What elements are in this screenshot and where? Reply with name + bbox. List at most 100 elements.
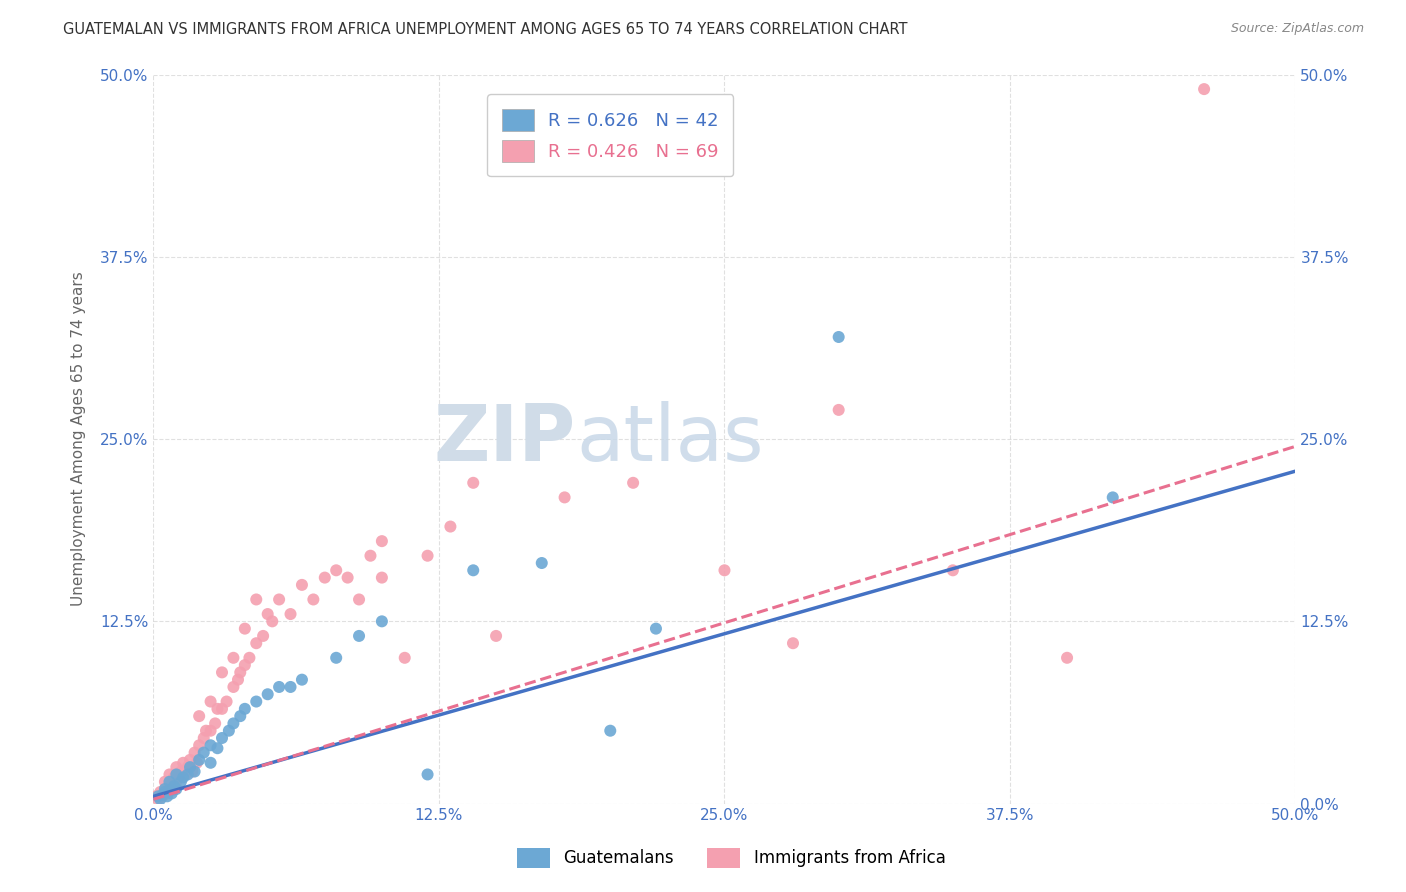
Point	[159, 783, 181, 797]
Point	[269, 680, 291, 694]
Point	[347, 592, 370, 607]
Point	[245, 592, 267, 607]
Point	[145, 789, 167, 804]
Point	[186, 756, 208, 770]
Point	[188, 753, 211, 767]
Point	[1056, 650, 1078, 665]
Point	[167, 770, 190, 784]
Point	[153, 782, 176, 797]
Point	[200, 739, 222, 753]
Point	[280, 680, 302, 694]
Point	[156, 789, 179, 804]
Point	[347, 629, 370, 643]
Point	[291, 673, 314, 687]
Point	[152, 789, 174, 804]
Point	[222, 716, 245, 731]
Point	[713, 563, 735, 577]
Point	[325, 650, 347, 665]
Point	[485, 629, 508, 643]
Point	[621, 475, 644, 490]
Text: atlas: atlas	[576, 401, 763, 477]
Point	[165, 774, 187, 789]
Point	[160, 786, 183, 800]
Point	[211, 702, 233, 716]
Point	[163, 779, 186, 793]
Point	[200, 723, 222, 738]
Point	[245, 694, 267, 708]
Point	[291, 578, 314, 592]
Point	[153, 774, 176, 789]
Point	[245, 636, 267, 650]
Point	[156, 786, 179, 800]
Point	[207, 702, 229, 716]
Point	[233, 658, 256, 673]
Point	[218, 723, 240, 738]
Point	[530, 556, 553, 570]
Point	[222, 650, 245, 665]
Point	[554, 491, 576, 505]
Text: Source: ZipAtlas.com: Source: ZipAtlas.com	[1230, 22, 1364, 36]
Point	[159, 767, 181, 781]
Point	[193, 746, 215, 760]
Point	[229, 665, 252, 680]
Point	[152, 788, 174, 802]
Point	[226, 673, 249, 687]
Point	[174, 767, 197, 781]
Point	[463, 563, 485, 577]
Point	[371, 534, 394, 549]
Point	[359, 549, 381, 563]
Point	[229, 709, 252, 723]
Point	[371, 615, 394, 629]
Point	[159, 779, 181, 793]
Point	[153, 782, 176, 797]
Point	[159, 774, 181, 789]
Point	[153, 785, 176, 799]
Point	[599, 723, 621, 738]
Point	[188, 739, 211, 753]
Point	[336, 571, 359, 585]
Point	[325, 563, 347, 577]
Point	[827, 330, 849, 344]
Point	[163, 770, 186, 784]
Point	[371, 571, 394, 585]
Point	[238, 650, 260, 665]
Point	[215, 694, 238, 708]
Point	[170, 774, 193, 789]
Point	[149, 792, 172, 806]
Point	[262, 615, 284, 629]
Point	[183, 746, 205, 760]
Point	[302, 592, 325, 607]
Point	[172, 770, 194, 784]
Point	[146, 789, 169, 804]
Point	[193, 731, 215, 745]
Point	[179, 753, 201, 767]
Point	[211, 665, 233, 680]
Point	[233, 622, 256, 636]
Point	[179, 760, 201, 774]
Point	[204, 716, 226, 731]
Point	[1192, 82, 1215, 96]
Point	[181, 764, 204, 779]
Legend: R = 0.626   N = 42, R = 0.426   N = 69: R = 0.626 N = 42, R = 0.426 N = 69	[486, 95, 734, 177]
Point	[439, 519, 461, 533]
Point	[314, 571, 336, 585]
Point	[222, 680, 245, 694]
Point	[177, 767, 200, 781]
Point	[827, 403, 849, 417]
Y-axis label: Unemployment Among Ages 65 to 74 years: Unemployment Among Ages 65 to 74 years	[72, 272, 86, 607]
Point	[269, 592, 291, 607]
Point	[195, 723, 218, 738]
Point	[233, 702, 256, 716]
Point	[942, 563, 965, 577]
Point	[149, 785, 172, 799]
Point	[146, 792, 169, 806]
Point	[463, 475, 485, 490]
Point	[1101, 491, 1123, 505]
Text: ZIP: ZIP	[434, 401, 576, 477]
Point	[416, 549, 439, 563]
Point	[256, 607, 278, 621]
Point	[183, 764, 205, 779]
Point	[172, 756, 194, 770]
Point	[170, 764, 193, 779]
Text: GUATEMALAN VS IMMIGRANTS FROM AFRICA UNEMPLOYMENT AMONG AGES 65 TO 74 YEARS CORR: GUATEMALAN VS IMMIGRANTS FROM AFRICA UNE…	[63, 22, 908, 37]
